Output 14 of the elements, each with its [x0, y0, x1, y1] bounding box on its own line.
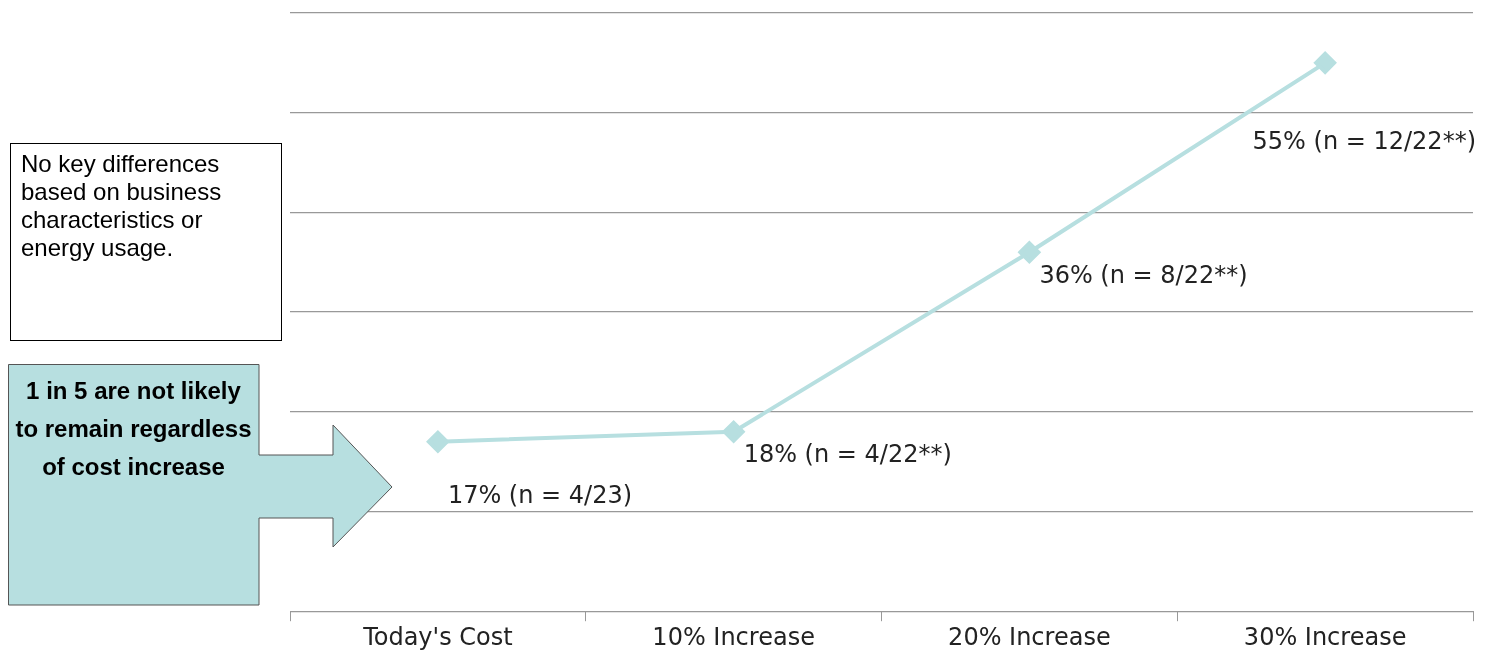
data-label: 55% (n = 12/22**): [1252, 127, 1477, 156]
data-label: 17% (n = 4/23): [447, 480, 633, 509]
point: [426, 430, 449, 453]
point: [1314, 51, 1337, 74]
x-tick-label: Today's Cost: [362, 622, 513, 651]
x-tick-label: 30% Increase: [1243, 622, 1407, 651]
text: No key differences based on business characteristics or energy usage.: [10, 143, 282, 341]
x-tick-label: 10% Increase: [652, 622, 815, 651]
x-tick-label: 20% Increase: [948, 622, 1111, 651]
data-label: 36% (n = 8/22**): [1039, 260, 1248, 289]
text: 1 in 5 are not likely to remain regardless of cost increase: [14, 376, 253, 482]
data-label: 18% (n = 4/22**): [743, 439, 952, 468]
point: [1018, 241, 1041, 264]
point: [722, 420, 745, 443]
